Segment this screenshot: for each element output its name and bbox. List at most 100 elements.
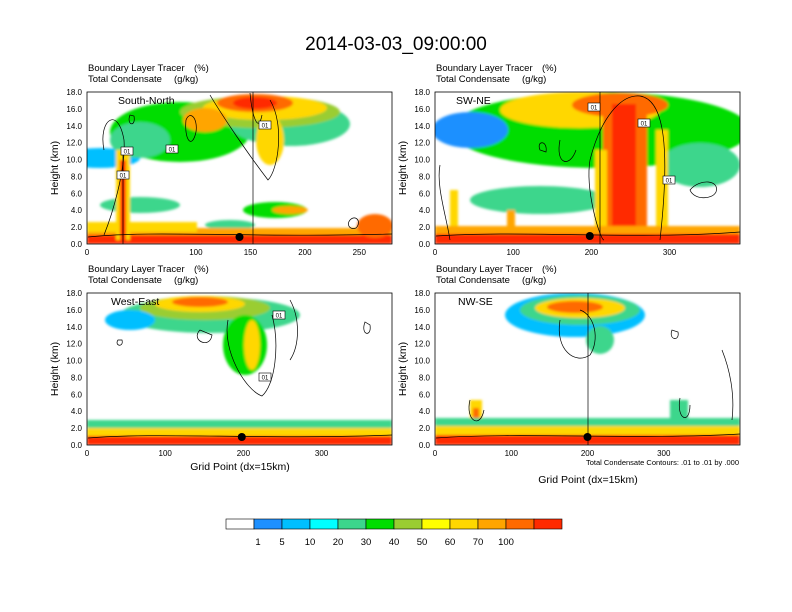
region-label: South-North (118, 95, 175, 107)
contour-line (721, 349, 734, 421)
y-tick-label: 0.0 (71, 441, 83, 450)
panel-title-line2: Total Condensate (88, 275, 162, 286)
contour-line (185, 115, 197, 142)
colorbar-swatch (477, 518, 507, 530)
contour-tag: 01 (258, 372, 272, 382)
y-tick-label: 2.0 (71, 223, 83, 232)
contour-tag: 01 (120, 146, 134, 156)
y-tick-label: 12.0 (414, 139, 430, 148)
y-tick-label: 18.0 (414, 289, 430, 298)
colorbar-label: 50 (417, 537, 428, 548)
contour-tag-label: 01 (641, 122, 648, 128)
contour-line (226, 314, 277, 397)
contour-line (538, 142, 547, 153)
updraft-column (595, 150, 607, 240)
contour-tag-box (662, 175, 676, 185)
field-blob (435, 112, 508, 148)
colorbar-swatch (281, 518, 311, 530)
contour-line (468, 399, 485, 422)
x-tick-label: 0 (433, 248, 438, 257)
x-tick-label: 200 (581, 449, 595, 458)
field-layer (435, 92, 740, 244)
colorbar-label: 60 (445, 537, 456, 548)
panel-title-unit2: (g/kg) (522, 275, 546, 286)
y-axis-label: Height (km) (49, 342, 61, 396)
colorbar-label: 20 (333, 537, 344, 548)
contour-note: Total Condensate Contours: .01 to .01 by… (586, 458, 739, 467)
contour-tag-label: 01 (666, 179, 673, 185)
x-tick-label: 100 (505, 449, 519, 458)
contour-tag-label: 01 (262, 124, 269, 130)
field-blob (205, 220, 255, 230)
contour-line (678, 397, 691, 418)
y-axis-label: Height (km) (397, 342, 409, 396)
y-axis-label: Height (km) (397, 141, 409, 195)
contour-line (363, 321, 371, 334)
x-tick-label: 250 (353, 248, 367, 257)
field-blob (660, 143, 740, 187)
y-tick-label: 14.0 (414, 323, 430, 332)
contour-tag-label: 01 (276, 314, 283, 320)
panel-title-line2: Total Condensate (436, 74, 510, 85)
y-tick-label: 18.0 (414, 88, 430, 97)
plot-frame (86, 292, 393, 446)
contour-line (128, 114, 135, 125)
y-tick-labels: 0.0 2.0 4.0 6.0 8.0 10.0 12.0 14.0 16.0 … (414, 88, 430, 249)
y-tick-labels: 0.0 2.0 4.0 6.0 8.0 10.0 12.0 14.0 16.0 … (66, 88, 82, 249)
field-blob (470, 186, 610, 214)
y-tick-label: 10.0 (414, 156, 430, 165)
field-blob (172, 297, 228, 307)
contour-line (348, 217, 359, 229)
colorbar-swatch (533, 518, 563, 530)
contour-tag-label: 01 (591, 106, 598, 112)
x-tick-labels: 0 100 200 300 (433, 248, 677, 257)
panel-title-unit1: (%) (542, 264, 557, 275)
x-tick-label: 0 (85, 449, 90, 458)
field-layer (435, 293, 740, 445)
colorbar-label: 100 (498, 537, 514, 548)
colorbar-label: 1 (255, 537, 260, 548)
field-blob (586, 326, 614, 354)
contour-tag-box (258, 372, 272, 382)
y-tick-label: 8.0 (71, 172, 83, 181)
contour-line (87, 434, 392, 439)
contour-line (116, 339, 123, 346)
y-tick-label: 14.0 (414, 122, 430, 131)
contour-line (670, 329, 679, 339)
region-label: NW-SE (458, 296, 493, 308)
contour-line (87, 233, 392, 238)
contour-line (249, 92, 263, 124)
x-tick-label: 300 (657, 449, 671, 458)
y-tick-label: 2.0 (419, 424, 431, 433)
x-tick-label: 200 (237, 449, 251, 458)
y-tick-labels: 0.0 2.0 4.0 6.0 8.0 10.0 12.0 14.0 16.0 … (414, 289, 430, 450)
contour-tag-label: 01 (120, 174, 127, 180)
plot-frame (434, 292, 741, 446)
region-label: SW-NE (456, 95, 491, 107)
updraft-column (612, 104, 636, 244)
x-axis-label: Grid Point (dx=15km) (190, 461, 290, 473)
contour-line (209, 94, 280, 181)
colorbar-swatch (309, 518, 339, 530)
colorbar-label: 30 (361, 537, 372, 548)
surface-marker (585, 232, 594, 240)
panel-nw-se: Boundary Layer Tracer (%) Total Condensa… (397, 264, 741, 486)
y-tick-label: 4.0 (71, 206, 83, 215)
colorbar-swatch (337, 518, 367, 530)
colorbar-swatch (505, 518, 535, 530)
field-blob (357, 214, 392, 238)
region-label: West-East (111, 296, 159, 308)
panel-title-line2: Total Condensate (436, 275, 510, 286)
y-tick-label: 12.0 (66, 340, 82, 349)
y-tick-label: 4.0 (419, 206, 431, 215)
y-tick-label: 6.0 (71, 390, 83, 399)
y-tick-label: 4.0 (71, 407, 83, 416)
y-tick-label: 16.0 (414, 105, 430, 114)
y-tick-label: 16.0 (414, 306, 430, 315)
field-blob (547, 301, 603, 313)
y-tick-label: 2.0 (71, 424, 83, 433)
contour-tag: 01 (637, 118, 651, 128)
surface-marker (237, 433, 246, 441)
contour-tag-label: 01 (169, 148, 176, 154)
